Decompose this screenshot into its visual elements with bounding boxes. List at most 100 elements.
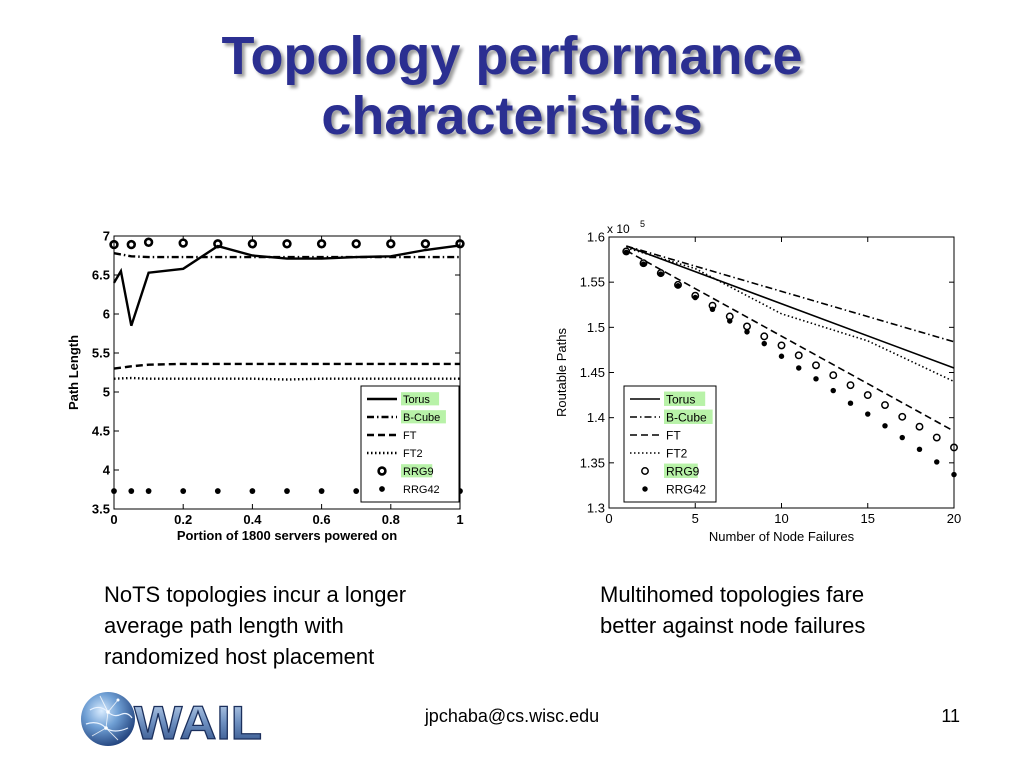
legend-highlight bbox=[664, 391, 706, 406]
y-tick-label: 1.45 bbox=[580, 365, 605, 380]
data-point bbox=[126, 239, 137, 250]
x-axis-label: Portion of 1800 servers powered on bbox=[177, 528, 397, 543]
page-number: 11 bbox=[941, 706, 960, 726]
series-rrg42-markers bbox=[623, 249, 957, 478]
x-tick-label: 0 bbox=[605, 511, 612, 526]
y-tick-label: 1.6 bbox=[587, 230, 605, 245]
legend-label: RRG42 bbox=[403, 484, 440, 496]
y-tick-label: 1.55 bbox=[580, 275, 605, 290]
routable-paths-chart: 0 5 10 15 20 1.3 1.35 1.4 1.45 1.5 1.55 1.6 Number o… bbox=[554, 219, 961, 544]
logo-text: WAIL bbox=[134, 696, 262, 749]
data-point bbox=[316, 239, 327, 249]
data-point bbox=[675, 283, 681, 289]
data-point bbox=[658, 271, 664, 277]
series-rrg9-markers bbox=[622, 247, 958, 452]
data-point bbox=[915, 422, 924, 431]
data-point bbox=[812, 361, 820, 370]
data-point bbox=[882, 423, 888, 429]
data-point bbox=[830, 387, 836, 394]
data-point bbox=[420, 239, 431, 249]
y-tick-label: 5 bbox=[103, 385, 110, 400]
data-point bbox=[180, 488, 187, 494]
data-point bbox=[881, 401, 889, 409]
series-ft2-line bbox=[626, 247, 955, 383]
data-point bbox=[692, 294, 698, 301]
data-point bbox=[777, 341, 786, 350]
y-multiplier-exponent: 5 bbox=[640, 219, 645, 229]
legend: Torus B-Cube FT FT2 RRG9 RRG42 bbox=[360, 385, 460, 503]
wail-logo: WAIL bbox=[81, 692, 263, 750]
legend-label: RRG9 bbox=[666, 464, 700, 478]
data-point bbox=[847, 400, 854, 406]
legend-highlight bbox=[664, 463, 698, 478]
data-point bbox=[351, 239, 361, 249]
slide-title: Topology performance characteristics bbox=[0, 26, 1024, 146]
caption-right: Multihomed topologies fare better agains… bbox=[600, 579, 865, 641]
legend-label: RRG9 bbox=[403, 466, 434, 478]
data-point bbox=[282, 239, 292, 249]
legend-label: RRG42 bbox=[666, 482, 706, 496]
legend-swatch bbox=[642, 486, 648, 492]
legend-label: FT2 bbox=[666, 446, 688, 460]
data-point bbox=[455, 239, 465, 249]
globe-icon bbox=[81, 692, 135, 746]
data-point bbox=[178, 238, 188, 248]
data-point bbox=[796, 365, 802, 371]
data-point bbox=[778, 353, 785, 359]
legend-label: B-Cube bbox=[403, 412, 440, 424]
data-point bbox=[109, 239, 119, 250]
caption-right-line-1: Multihomed topologies fare bbox=[600, 582, 865, 607]
data-point bbox=[950, 443, 958, 452]
y-tick-label: 1.35 bbox=[580, 455, 605, 470]
data-point bbox=[863, 391, 872, 400]
series-torus-line bbox=[626, 245, 955, 369]
y-tick-label: 6 bbox=[103, 307, 110, 322]
legend-highlight bbox=[401, 464, 433, 478]
x-tick-label: 1 bbox=[456, 512, 463, 527]
data-point bbox=[794, 351, 803, 360]
y-tick-label: 1.3 bbox=[587, 501, 605, 516]
data-point bbox=[284, 488, 290, 494]
path-length-chart: 0 0.2 0.4 0.6 0.8 1 3.5 4 4.5 5 5.5 6 6.5 7 Portion of… bbox=[66, 229, 465, 543]
data-point bbox=[934, 459, 940, 465]
legend-label: Torus bbox=[666, 392, 695, 406]
data-point bbox=[829, 371, 838, 380]
legend-highlight bbox=[664, 409, 713, 424]
slide-title-line-2: characteristics bbox=[321, 86, 703, 146]
legend-label: FT2 bbox=[403, 448, 423, 460]
series-b-cube-line bbox=[626, 245, 955, 343]
y-multiplier-label: x 10 bbox=[607, 222, 630, 236]
data-point bbox=[640, 261, 647, 267]
caption-left: NoTS topologies incur a longer average p… bbox=[104, 579, 406, 672]
x-axis-label: Number of Node Failures bbox=[709, 529, 855, 544]
x-tick-label: 10 bbox=[774, 511, 788, 526]
y-tick-label: 6.5 bbox=[92, 268, 110, 283]
data-point bbox=[143, 237, 154, 247]
y-tick-label: 7 bbox=[103, 229, 110, 244]
y-tick-label: 4.5 bbox=[92, 424, 110, 439]
legend: Torus B-Cube FT FT2 RRG9 RRG42 bbox=[623, 385, 717, 503]
series-b-cube-line bbox=[113, 252, 460, 259]
x-tick-label: 15 bbox=[861, 511, 875, 526]
caption-left-line-3: randomized host placement bbox=[104, 644, 375, 669]
series-ft-line bbox=[113, 362, 460, 370]
y-tick-label: 1.4 bbox=[587, 410, 605, 425]
x-tick-label: 0.6 bbox=[313, 512, 331, 527]
data-point bbox=[727, 318, 733, 324]
data-point bbox=[145, 488, 152, 494]
legend-label: B-Cube bbox=[666, 410, 707, 424]
legend-swatch bbox=[379, 486, 385, 492]
legend-swatch bbox=[641, 467, 649, 475]
x-tick-label: 5 bbox=[692, 511, 699, 526]
caption-left-line-2: average path length with bbox=[104, 613, 344, 638]
legend-swatch bbox=[377, 466, 387, 476]
caption-left-line-1: NoTS topologies incur a longer bbox=[104, 582, 407, 607]
data-point bbox=[249, 488, 256, 494]
data-point bbox=[813, 376, 819, 382]
x-tick-label: 0.4 bbox=[243, 512, 262, 527]
caption-right-line-2: better against node failures bbox=[600, 613, 866, 638]
data-point bbox=[916, 446, 923, 453]
y-tick-label: 3.5 bbox=[92, 502, 110, 517]
data-point bbox=[623, 249, 629, 256]
x-tick-label: 20 bbox=[947, 511, 961, 526]
